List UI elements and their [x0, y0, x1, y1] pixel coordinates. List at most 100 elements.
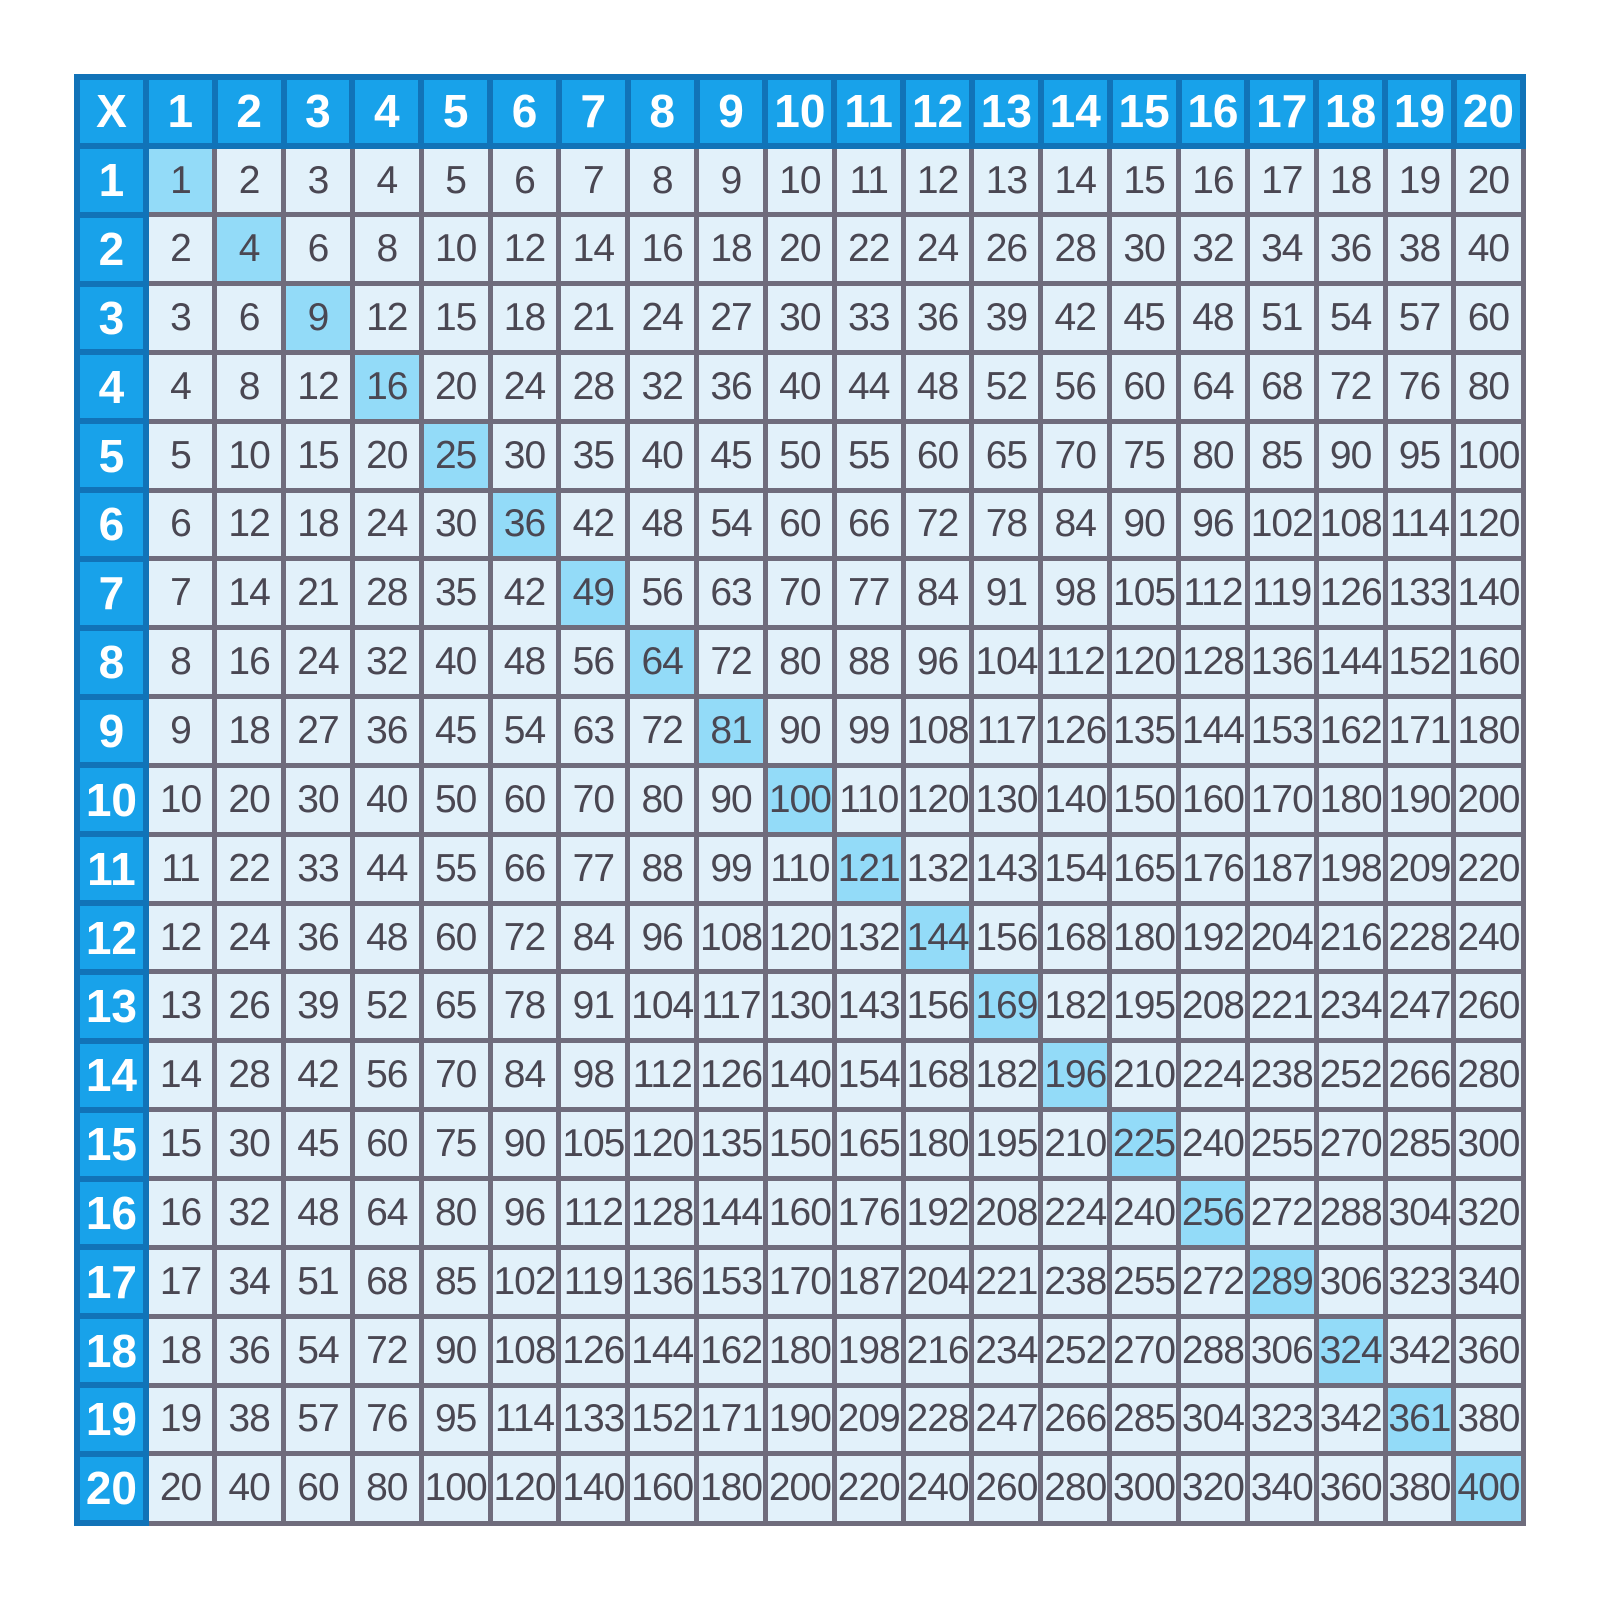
product-cell: 96	[625, 900, 700, 975]
product-cell: 342	[1313, 1382, 1388, 1457]
product-cell: 98	[556, 1038, 631, 1113]
table-row: 6 6 12 18 24 30 36 42 48 54 60 66 72 78 84 90 96 102 108 11…	[74, 487, 1526, 562]
product-cell: 266	[1038, 1382, 1113, 1457]
product-cell: 60	[281, 1451, 355, 1526]
product-cell: 20	[1451, 143, 1526, 218]
product-cell: 90	[487, 1107, 562, 1181]
product-cell: 210	[1107, 1038, 1181, 1113]
product-cell: 44	[831, 349, 906, 424]
product-cell: 18	[281, 487, 355, 562]
product-cell: 34	[212, 1244, 287, 1319]
column-header-cell: 9	[693, 74, 769, 149]
row-header-cell: 16	[74, 1175, 149, 1251]
diagonal-highlight-cell: 256	[1176, 1176, 1250, 1250]
column-header-cell: 4	[349, 74, 425, 149]
product-cell: 52	[349, 969, 424, 1044]
product-cell: 40	[349, 762, 424, 837]
product-cell: 76	[349, 1382, 424, 1457]
product-cell: 38	[1382, 212, 1457, 287]
product-cell: 192	[900, 1176, 975, 1250]
product-cell: 12	[281, 349, 355, 424]
product-cell: 260	[1451, 969, 1526, 1044]
product-cell: 176	[831, 1176, 906, 1250]
product-cell: 117	[969, 694, 1044, 768]
product-cell: 12	[487, 212, 562, 287]
product-cell: 304	[1176, 1382, 1250, 1457]
product-cell: 70	[1038, 418, 1113, 493]
product-cell: 6	[212, 281, 287, 355]
product-cell: 45	[418, 694, 493, 768]
product-cell: 224	[1176, 1038, 1250, 1113]
product-cell: 200	[1451, 762, 1526, 837]
product-cell: 63	[694, 556, 768, 631]
product-cell: 320	[1176, 1451, 1250, 1526]
product-cell: 14	[143, 1038, 218, 1113]
product-cell: 18	[143, 1313, 218, 1388]
product-cell: 104	[625, 969, 700, 1044]
product-cell: 112	[1176, 556, 1250, 631]
product-cell: 7	[143, 556, 218, 631]
product-cell: 180	[694, 1451, 768, 1526]
diagonal-highlight-cell: 1	[143, 143, 218, 218]
product-cell: 144	[625, 1313, 700, 1388]
product-cell: 60	[1107, 349, 1181, 424]
product-cell: 55	[418, 831, 493, 906]
product-cell: 42	[487, 556, 562, 631]
product-cell: 15	[418, 281, 493, 355]
product-cell: 96	[487, 1176, 562, 1250]
product-cell: 260	[969, 1451, 1044, 1526]
product-cell: 99	[694, 831, 768, 906]
product-cell: 99	[831, 694, 906, 768]
table-row: 20 20 40 60 80 100 120 140 160 180 200 220 240 260 280…	[74, 1450, 1526, 1527]
product-cell: 133	[1382, 556, 1457, 631]
product-cell: 20	[418, 349, 493, 424]
product-cell: 300	[1451, 1107, 1526, 1181]
product-cell: 28	[556, 349, 631, 424]
product-cell: 288	[1176, 1313, 1250, 1388]
product-cell: 152	[625, 1382, 700, 1457]
column-header-cell: 11	[831, 74, 907, 149]
table-row: 11 11 22 33 44 55 66 77 88 99 110 121 132 143 154 165 17…	[74, 831, 1526, 907]
product-cell: 360	[1313, 1451, 1388, 1526]
product-cell: 20	[212, 762, 287, 837]
product-cell: 36	[212, 1313, 287, 1388]
product-cell: 13	[969, 143, 1044, 218]
product-cell: 32	[212, 1176, 287, 1250]
product-cell: 323	[1382, 1244, 1457, 1319]
product-cell: 55	[831, 418, 906, 493]
product-cell: 4	[143, 349, 218, 424]
product-cell: 162	[694, 1313, 768, 1388]
product-cell: 198	[831, 1313, 906, 1388]
column-header-cell: 10	[762, 74, 838, 149]
product-cell: 120	[900, 762, 975, 837]
product-cell: 126	[556, 1313, 631, 1388]
product-cell: 120	[1107, 625, 1181, 700]
product-cell: 182	[1038, 969, 1113, 1044]
product-cell: 285	[1382, 1107, 1457, 1181]
product-cell: 238	[1038, 1244, 1113, 1319]
product-cell: 24	[625, 281, 700, 355]
product-cell: 180	[900, 1107, 975, 1181]
product-cell: 255	[1107, 1244, 1181, 1319]
product-cell: 340	[1451, 1244, 1526, 1319]
product-cell: 132	[900, 831, 975, 906]
table-row: 18 18 36 54 72 90 108 126 144 162 180 198 216 234 252 2…	[74, 1313, 1526, 1389]
product-cell: 24	[281, 625, 355, 700]
product-cell: 140	[762, 1038, 837, 1113]
product-cell: 50	[418, 762, 493, 837]
product-cell: 102	[487, 1244, 562, 1319]
product-cell: 17	[1244, 143, 1319, 218]
product-cell: 48	[1176, 281, 1250, 355]
product-cell: 40	[762, 349, 837, 424]
row-header-cell: 13	[74, 968, 149, 1044]
product-cell: 54	[281, 1313, 355, 1388]
product-cell: 240	[1451, 900, 1526, 975]
product-cell: 128	[1176, 625, 1250, 700]
product-cell: 14	[1038, 143, 1113, 218]
product-cell: 21	[281, 556, 355, 631]
product-cell: 150	[1107, 762, 1181, 837]
product-cell: 105	[556, 1107, 631, 1181]
product-cell: 75	[418, 1107, 493, 1181]
product-cell: 136	[625, 1244, 700, 1319]
product-cell: 126	[1313, 556, 1388, 631]
